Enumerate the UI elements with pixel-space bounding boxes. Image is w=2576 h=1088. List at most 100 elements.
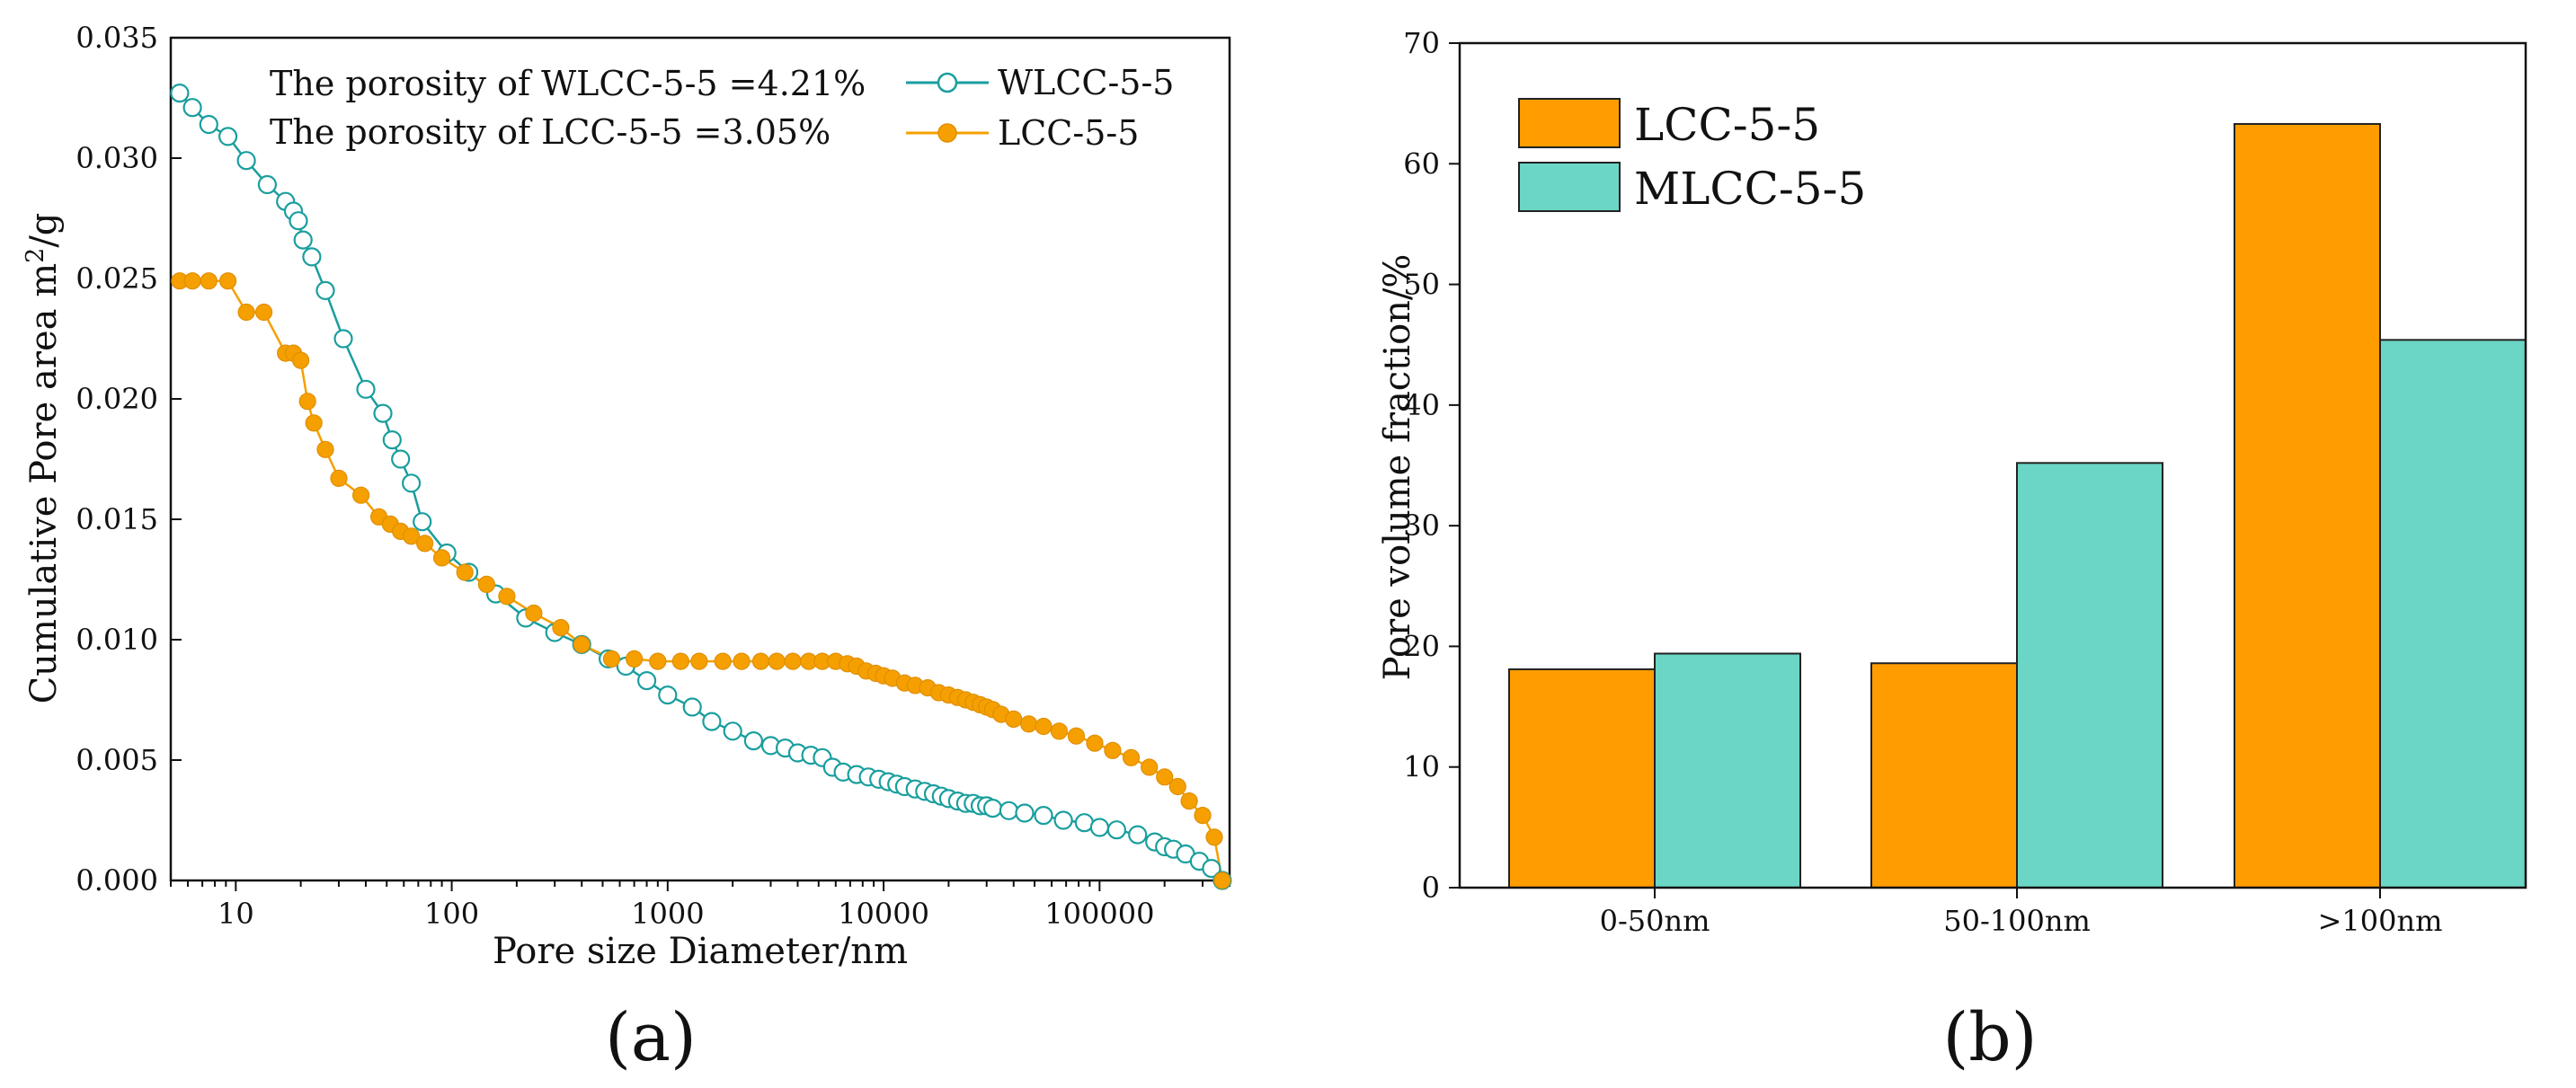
panel-a-y-tick-label: 0.010 bbox=[76, 623, 158, 657]
panel-a-x-tick-label: 1000 bbox=[631, 897, 704, 931]
series-line-wlcc-5-5 bbox=[180, 93, 1222, 880]
data-point-wlcc-5-5 bbox=[335, 331, 352, 348]
data-point-wlcc-5-5 bbox=[392, 451, 409, 468]
data-point-wlcc-5-5 bbox=[290, 212, 307, 229]
data-point-wlcc-5-5 bbox=[171, 84, 188, 102]
data-point-wlcc-5-5 bbox=[317, 282, 334, 299]
panel-b-category-label: >100nm bbox=[2318, 904, 2443, 938]
data-point-lcc-5-5 bbox=[1051, 723, 1067, 739]
data-point-lcc-5-5 bbox=[417, 535, 433, 552]
panel-b-legend: LCC-5-5 MLCC-5-5 bbox=[1519, 99, 1866, 215]
panel-a-x-tick-label: 10000 bbox=[838, 897, 929, 931]
data-point-wlcc-5-5 bbox=[384, 431, 401, 448]
data-point-lcc-5-5 bbox=[650, 653, 666, 669]
panel-a-y-tick-label: 0.025 bbox=[76, 261, 158, 296]
panel-a-x-ticks: 10 100 1000 10000 100000 bbox=[171, 880, 1230, 931]
data-point-wlcc-5-5 bbox=[403, 474, 420, 491]
panel-a-y-tick-label: 0.030 bbox=[76, 141, 158, 175]
panel-a-line-chart: 0.000 0.005 0.010 0.015 0.020 0.025 0.030 0.035… bbox=[22, 21, 1230, 1076]
data-point-lcc-5-5 bbox=[317, 441, 333, 457]
legend-wlcc-label: WLCC-5-5 bbox=[998, 63, 1174, 102]
data-point-lcc-5-5 bbox=[353, 487, 369, 503]
data-point-lcc-5-5 bbox=[499, 588, 515, 605]
panel-b-y-tick-label: 0 bbox=[1422, 871, 1440, 905]
data-point-lcc-5-5 bbox=[753, 653, 769, 669]
data-point-wlcc-5-5 bbox=[238, 152, 255, 169]
data-point-wlcc-5-5 bbox=[1129, 827, 1146, 844]
data-point-lcc-5-5 bbox=[1068, 728, 1084, 744]
data-point-wlcc-5-5 bbox=[745, 732, 762, 749]
data-point-wlcc-5-5 bbox=[638, 672, 655, 689]
data-point-lcc-5-5 bbox=[604, 650, 620, 667]
panel-a-legend: WLCC-5-5 LCC-5-5 bbox=[906, 63, 1174, 153]
panel-a-y-tick-label: 0.000 bbox=[76, 863, 158, 898]
panel-a-y-tick-label: 0.020 bbox=[76, 382, 158, 416]
data-point-lcc-5-5 bbox=[1021, 716, 1037, 732]
data-point-wlcc-5-5 bbox=[295, 232, 312, 249]
series-line-lcc-5-5 bbox=[180, 281, 1222, 880]
panel-b-bars bbox=[1509, 124, 2526, 888]
data-point-lcc-5-5 bbox=[1195, 808, 1211, 824]
bar-lcc-5-5-1 bbox=[1871, 663, 2017, 888]
data-point-lcc-5-5 bbox=[1105, 742, 1121, 758]
data-point-lcc-5-5 bbox=[785, 653, 801, 669]
data-point-lcc-5-5 bbox=[733, 653, 750, 669]
data-point-wlcc-5-5 bbox=[375, 405, 392, 422]
bar-mlcc-5-5-0 bbox=[1655, 653, 1800, 888]
data-point-lcc-5-5 bbox=[553, 620, 569, 636]
panel-a-y-tick-label: 0.035 bbox=[76, 21, 158, 55]
legend-mlcc-b-label: MLCC-5-5 bbox=[1634, 163, 1866, 215]
legend-lcc-label: LCC-5-5 bbox=[998, 113, 1139, 153]
data-point-lcc-5-5 bbox=[478, 576, 494, 592]
panel-b-category-labels: 0-50nm 50-100nm >100nm bbox=[1600, 888, 2443, 938]
panel-a-series bbox=[171, 84, 1230, 889]
bar-lcc-5-5-2 bbox=[2234, 124, 2380, 888]
data-point-lcc-5-5 bbox=[331, 470, 347, 486]
data-point-wlcc-5-5 bbox=[984, 800, 1001, 817]
panel-a-x-tick-label: 10 bbox=[218, 897, 254, 931]
legend-lcc-swatch bbox=[1519, 99, 1620, 147]
data-point-wlcc-5-5 bbox=[1017, 805, 1034, 822]
data-point-wlcc-5-5 bbox=[259, 176, 276, 193]
bar-lcc-5-5-0 bbox=[1509, 669, 1655, 888]
legend-lcc-marker bbox=[938, 124, 956, 142]
figure: 0.0000.0050.0100.0150.0200.0250.0300.035… bbox=[0, 0, 2576, 1088]
panel-b-bar-chart: 0 10 20 30 40 50 60 70 0-50nm 50-100nm >100nm LCC… bbox=[1377, 26, 2526, 1076]
data-point-lcc-5-5 bbox=[691, 653, 707, 669]
data-point-lcc-5-5 bbox=[1087, 735, 1103, 751]
panel-label-b: (b) bbox=[1942, 999, 2037, 1076]
panel-a-x-tick-label: 100 bbox=[424, 897, 479, 931]
panel-b-y-tick-label: 60 bbox=[1403, 146, 1440, 181]
panel-a-y-tick-label: 0.015 bbox=[76, 502, 158, 536]
data-point-wlcc-5-5 bbox=[1091, 819, 1108, 836]
data-point-wlcc-5-5 bbox=[219, 128, 236, 145]
data-point-wlcc-5-5 bbox=[1055, 812, 1072, 829]
bar-mlcc-5-5-2 bbox=[2380, 340, 2526, 888]
data-point-lcc-5-5 bbox=[626, 650, 643, 667]
panel-a-y-axis-title: Cumulative Pore area m2/g bbox=[22, 213, 65, 704]
data-point-wlcc-5-5 bbox=[1108, 821, 1125, 838]
data-point-wlcc-5-5 bbox=[358, 381, 375, 398]
panel-b-category-label: 0-50nm bbox=[1600, 904, 1710, 938]
panel-a-x-tick-label: 100000 bbox=[1044, 897, 1154, 931]
panel-a-annotation-wlcc: The porosity of WLCC-5-5 =4.21% bbox=[270, 64, 866, 103]
data-point-wlcc-5-5 bbox=[684, 699, 701, 716]
panel-b-y-tick-label: 70 bbox=[1403, 26, 1440, 60]
data-point-wlcc-5-5 bbox=[703, 713, 720, 730]
data-point-lcc-5-5 bbox=[1169, 779, 1186, 795]
panel-label-a: (a) bbox=[605, 999, 697, 1076]
panel-b-category-label: 50-100nm bbox=[1943, 904, 2091, 938]
data-point-lcc-5-5 bbox=[256, 305, 272, 321]
data-point-lcc-5-5 bbox=[715, 653, 731, 669]
panel-b-y-tick-label: 10 bbox=[1403, 750, 1440, 784]
panel-a-annotation-lcc: The porosity of LCC-5-5 =3.05% bbox=[270, 112, 831, 152]
data-point-lcc-5-5 bbox=[672, 653, 688, 669]
data-point-lcc-5-5 bbox=[457, 564, 473, 580]
data-point-lcc-5-5 bbox=[293, 352, 309, 368]
data-point-lcc-5-5 bbox=[1141, 759, 1158, 775]
bar-mlcc-5-5-1 bbox=[2017, 463, 2163, 888]
data-point-lcc-5-5 bbox=[220, 273, 236, 289]
data-point-wlcc-5-5 bbox=[1000, 802, 1017, 819]
data-point-lcc-5-5 bbox=[238, 305, 254, 321]
data-point-lcc-5-5 bbox=[1181, 793, 1197, 809]
